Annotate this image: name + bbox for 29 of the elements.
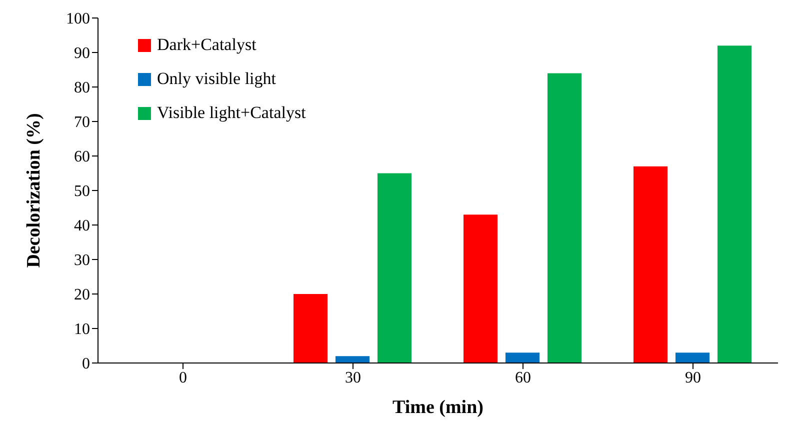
y-tick-label: 60 [74, 148, 90, 166]
bar [464, 214, 498, 363]
y-axis-title: Decolorization (%) [24, 113, 45, 268]
y-tick-label: 0 [82, 356, 90, 373]
x-tick-label: 30 [345, 369, 361, 386]
bar [634, 166, 668, 363]
bar [548, 73, 582, 363]
bar [506, 352, 540, 363]
y-tick-label: 10 [74, 321, 90, 338]
bar [336, 356, 370, 363]
bar [718, 46, 752, 363]
bar [676, 352, 710, 363]
x-tick-label: 0 [179, 369, 187, 386]
y-tick-label: 30 [74, 252, 90, 270]
y-tick-label: 50 [74, 183, 90, 200]
x-axis-title: Time (min) [392, 397, 484, 418]
legend-label: Dark+Catalyst [157, 34, 256, 56]
y-tick-label: 70 [74, 114, 90, 132]
y-tick-label: 100 [66, 10, 90, 28]
y-tick-label: 80 [74, 80, 90, 97]
legend-label: Visible light+Catalyst [157, 102, 306, 124]
legend-label: Only visible light [157, 68, 276, 90]
x-tick-label: 60 [515, 369, 531, 386]
y-tick-label: 40 [74, 218, 90, 235]
bar [378, 173, 412, 363]
y-tick-label: 20 [74, 286, 90, 304]
x-tick-label: 90 [685, 369, 701, 386]
bar [294, 294, 328, 363]
y-tick-label: 90 [74, 45, 90, 62]
